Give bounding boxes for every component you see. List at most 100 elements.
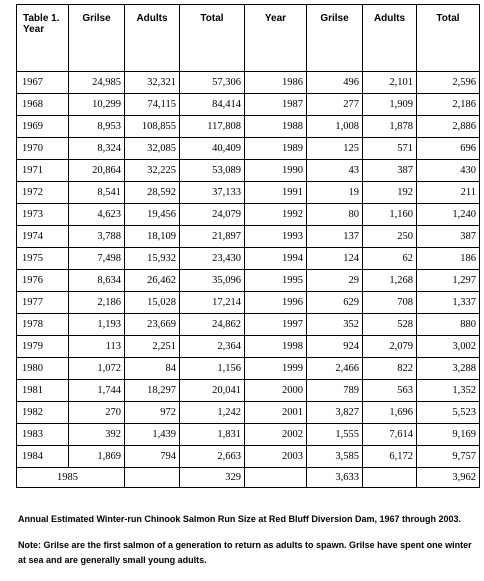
table-cell: 571 [362,137,417,160]
table-cell: 2002 [244,423,307,446]
table-cell: 32,321 [124,71,180,94]
table-cell: 1997 [244,313,307,336]
header-table-year: Table 1. Year [16,4,69,72]
table-cell: 40,409 [179,137,245,160]
table-cell: 23,669 [124,313,180,336]
table-cell: 1,555 [306,423,363,446]
cell-adults-empty [362,467,417,488]
table-cell: 1977 [16,291,69,314]
table-cell: 43 [306,159,363,182]
table-cell: 186 [416,247,480,270]
table-cell: 17,214 [179,291,245,314]
table-cell: 2,466 [306,357,363,380]
table-cell: 23,430 [179,247,245,270]
table-row: 1981 1,744 18,297 20,041 2000 789 563 1,352 [16,379,480,402]
table-cell: 32,225 [124,159,180,182]
table-cell: 19 [306,181,363,204]
table-cell: 7,498 [68,247,125,270]
table-cell: 880 [416,313,480,336]
table-cell: 24,079 [179,203,245,226]
table-cell: 794 [124,445,180,468]
table-cell: 24,985 [68,71,125,94]
table-cell: 211 [416,181,480,204]
table-cell: 1996 [244,291,307,314]
table-cell: 125 [306,137,363,160]
table-cell: 1,072 [68,357,125,380]
table-cell: 1981 [16,379,69,402]
table-caption: Annual Estimated Winter-run Chinook Salm… [18,514,461,524]
table-cell: 26,462 [124,269,180,292]
table-row: 1983 392 1,439 1,831 2002 1,555 7,614 9,169 [16,423,480,446]
table-cell: 2003 [244,445,307,468]
table-row: 1971 20,864 32,225 53,089 1990 43 387 430 [16,159,480,182]
table-cell: 8,953 [68,115,125,138]
table-row: 1980 1,072 84 1,156 1999 2,466 822 3,288 [16,357,480,380]
table-cell: 37,133 [179,181,245,204]
table-cell: 3,288 [416,357,480,380]
table-cell: 277 [306,93,363,116]
table-cell: 3,585 [306,445,363,468]
table-cell: 270 [68,401,125,424]
table-cell: 21,897 [179,225,245,248]
table-cell: 113 [68,335,125,358]
table-cell: 8,634 [68,269,125,292]
table-cell: 9,169 [416,423,480,446]
table-cell: 1972 [16,181,69,204]
table-header-row: Table 1. Year Grilse Adults Total Year G… [16,4,480,72]
table-cell: 1,008 [306,115,363,138]
table-cell: 496 [306,71,363,94]
table-cell: 10,299 [68,93,125,116]
table-cell: 3,002 [416,335,480,358]
table-cell: 1970 [16,137,69,160]
table-cell: 1,242 [179,401,245,424]
table-cell: 1,337 [416,291,480,314]
table-cell: 387 [362,159,417,182]
table-cell: 1993 [244,225,307,248]
table-row: 1978 1,193 23,669 24,862 1997 352 528 880 [16,313,480,336]
table-cell: 62 [362,247,417,270]
table-row: 1973 4,623 19,456 24,079 1992 80 1,160 1,240 [16,203,480,226]
table-cell: 1967 [16,71,69,94]
header-year-2: Year [244,4,307,72]
table-cell: 20,041 [179,379,245,402]
table-cell: 1,268 [362,269,417,292]
table-cell: 1,160 [362,203,417,226]
table-row: 1976 8,634 26,462 35,096 1995 29 1,268 1,297 [16,269,480,292]
table-cell: 1978 [16,313,69,336]
table-cell: 2,186 [68,291,125,314]
table-cell: 2001 [244,401,307,424]
table-cell: 15,028 [124,291,180,314]
table-cell: 1969 [16,115,69,138]
table-cell: 1,878 [362,115,417,138]
table-cell: 18,109 [124,225,180,248]
table-cell: 3,827 [306,401,363,424]
table-cell: 192 [362,181,417,204]
table-cell: 1999 [244,357,307,380]
header-grilse: Grilse [68,4,125,72]
table-cell: 528 [362,313,417,336]
cell-adults-1985 [124,467,180,488]
table-cell: 1,831 [179,423,245,446]
table-cell: 430 [416,159,480,182]
table-cell: 1974 [16,225,69,248]
run-size-table-wrapper: Table 1. Year Grilse Adults Total Year G… [16,4,480,488]
header-grilse-2: Grilse [306,4,363,72]
table-cell: 1987 [244,93,307,116]
table-cell: 2,364 [179,335,245,358]
table-cell: 629 [306,291,363,314]
table-cell: 1984 [16,445,69,468]
table-row: 1969 8,953 108,855 117,808 1988 1,008 1,878 2,8… [16,115,480,138]
table-cell: 9,757 [416,445,480,468]
table-cell: 1988 [244,115,307,138]
cell-total-2003b: 3,962 [416,467,480,488]
table-cell: 1,869 [68,445,125,468]
table-row: 1979 113 2,251 2,364 1998 924 2,079 3,002 [16,335,480,358]
table-cell: 32,085 [124,137,180,160]
table-cell: 1980 [16,357,69,380]
table-cell: 84 [124,357,180,380]
table-cell: 1990 [244,159,307,182]
table-cell: 1989 [244,137,307,160]
table-cell: 57,306 [179,71,245,94]
table-cell: 108,855 [124,115,180,138]
table-cell: 1968 [16,93,69,116]
